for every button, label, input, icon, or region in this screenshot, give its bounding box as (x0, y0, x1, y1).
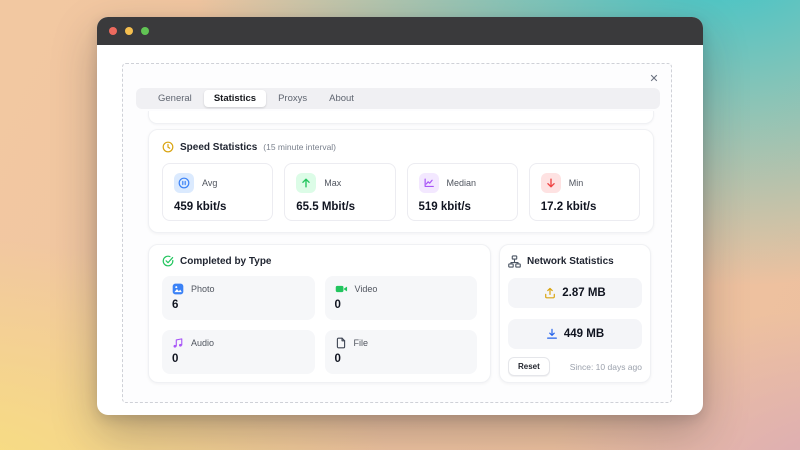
tab-proxys[interactable]: Proxys (278, 93, 308, 104)
tab-about[interactable]: About (329, 93, 354, 104)
type-card-audio: Audio 0 (162, 330, 315, 374)
window-titlebar[interactable] (97, 17, 703, 45)
stat-card-max: Max 65.5 Mbit/s (284, 163, 396, 221)
network-statistics-title: Network Statistics (527, 256, 614, 267)
download-icon (546, 328, 558, 340)
type-label: Video (354, 284, 378, 294)
stat-label: Min (568, 178, 584, 188)
reset-button[interactable]: Reset (508, 357, 550, 376)
upload-total-pill: 2.87 MB (508, 278, 642, 308)
type-label: Photo (191, 284, 215, 294)
stat-card-avg: Avg 459 kbit/s (162, 163, 274, 221)
stat-value: 519 kbit/s (418, 201, 471, 213)
stat-label: Median (446, 178, 477, 188)
network-footer: Reset Since: 10 days ago (508, 357, 642, 376)
check-circle-icon (162, 255, 174, 267)
network-statistics-card: Network Statistics 2.87 MB (499, 244, 651, 383)
download-total-pill: 449 MB (508, 319, 642, 349)
speed-statistics-title: Speed Statistics (180, 141, 258, 153)
gauge-icon (174, 173, 194, 193)
minimize-window-button[interactable] (125, 27, 133, 35)
stat-value: 17.2 kbit/s (540, 201, 597, 213)
network-statistics-header: Network Statistics (508, 255, 642, 268)
completed-by-type-header: Completed by Type (162, 255, 477, 267)
clock-icon (162, 141, 174, 153)
type-value: 0 (334, 299, 341, 311)
settings-tabbar: General Statistics Proxys About (136, 88, 660, 109)
stat-card-median: Median 519 kbit/s (406, 163, 518, 221)
completed-by-type-title: Completed by Type (180, 255, 272, 267)
photo-icon (172, 283, 184, 295)
stat-value: 65.5 Mbit/s (296, 201, 356, 213)
chart-line-icon (418, 173, 439, 193)
type-card-file: File 0 (324, 330, 477, 374)
close-window-button[interactable] (109, 27, 117, 35)
type-card-photo: Photo 6 (162, 276, 315, 320)
stat-label: Max (324, 178, 342, 188)
tab-statistics[interactable]: Statistics (203, 90, 267, 107)
type-card-video: Video 0 (324, 276, 477, 320)
type-label: Audio (191, 338, 215, 348)
video-icon (335, 283, 348, 295)
audio-icon (172, 337, 184, 349)
since-label: Since: 10 days ago (569, 361, 642, 372)
type-value: 0 (334, 353, 341, 365)
speed-statistics-header: Speed Statistics (15 minute interval) (162, 141, 640, 153)
speed-statistics-subtitle: (15 minute interval) (263, 142, 337, 152)
upload-icon (544, 287, 556, 299)
arrow-up-icon (296, 173, 317, 193)
app-window: ✕ General Statistics Proxys About Speed … (97, 17, 703, 415)
network-icon (508, 255, 521, 268)
speed-statistics-card: Speed Statistics (15 minute interval) Av… (148, 129, 654, 233)
stat-label: Avg (202, 178, 218, 188)
download-value: 449 MB (563, 328, 605, 340)
file-icon (335, 337, 347, 349)
upload-value: 2.87 MB (562, 287, 606, 299)
type-value: 6 (172, 299, 179, 311)
arrow-down-icon (540, 173, 561, 193)
stat-card-min: Min 17.2 kbit/s (528, 163, 640, 221)
tab-general[interactable]: General (158, 93, 192, 104)
close-dialog-icon[interactable]: ✕ (649, 72, 659, 85)
type-value: 0 (172, 353, 179, 365)
scrolled-card-partial (148, 111, 654, 124)
type-grid: Photo 6 Video 0 (162, 276, 477, 374)
settings-dialog: ✕ General Statistics Proxys About Speed … (122, 63, 672, 403)
stat-value: 459 kbit/s (174, 201, 227, 213)
zoom-window-button[interactable] (141, 27, 149, 35)
completed-by-type-card: Completed by Type Photo 6 (148, 244, 491, 383)
speed-stats-row: Avg 459 kbit/s Max 65.5 Mbit/s (162, 163, 640, 221)
type-label: File (353, 338, 369, 348)
